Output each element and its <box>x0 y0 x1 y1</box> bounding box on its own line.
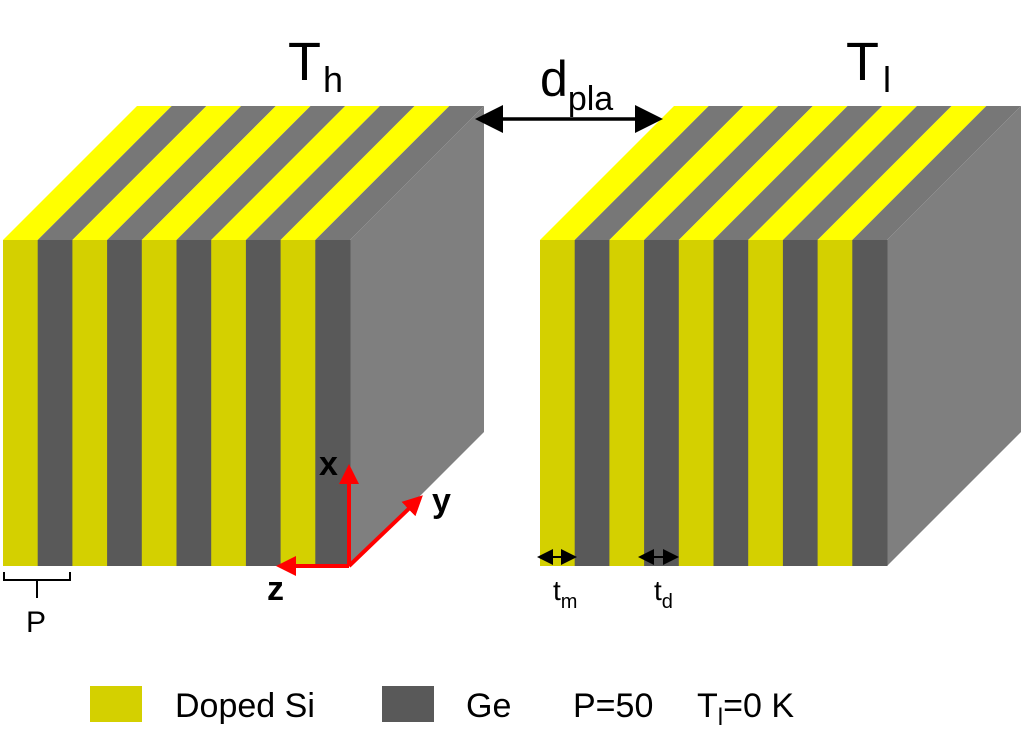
left-block-side-face <box>350 106 484 566</box>
z-axis-label: z <box>267 570 284 608</box>
right-block-side-face <box>887 106 1021 566</box>
right-block-front-face <box>540 240 888 566</box>
y-axis-label: y <box>432 482 451 520</box>
left-front-stripe-doped-si <box>3 240 39 566</box>
left-top-stripe-doped-si <box>211 106 380 240</box>
right-front-stripe-ge <box>574 240 610 566</box>
left-front-stripe-ge <box>245 240 282 566</box>
right-block-top-face <box>540 106 1021 240</box>
right-top-stripe-doped-si <box>609 106 779 240</box>
legend-ge-label: Ge <box>466 687 511 725</box>
left-front-stripe-ge <box>315 240 351 566</box>
right-top-stripe-ge <box>644 106 813 240</box>
left-front-stripe-doped-si <box>72 240 108 566</box>
left-front-stripe-doped-si <box>141 240 177 566</box>
right-front-stripe-ge <box>713 240 749 566</box>
y-axis-arrow <box>347 495 423 568</box>
left-front-stripe-ge <box>107 240 143 566</box>
dielectric-thickness-label: td <box>654 575 673 613</box>
left-top-stripe-doped-si <box>141 106 311 240</box>
left-top-stripe-doped-si <box>72 106 242 240</box>
right-top-stripe-doped-si <box>748 106 917 240</box>
left-top-stripe-ge <box>315 106 484 240</box>
legend-period-value: P=50 <box>573 687 653 725</box>
hot-temperature-label: Th <box>288 32 343 100</box>
right-block <box>540 106 1021 566</box>
x-axis-label: x <box>319 445 338 483</box>
right-top-stripe-ge <box>852 106 1021 240</box>
left-top-stripe-ge <box>37 106 207 240</box>
legend-temperature: Tl=0 K <box>697 687 794 731</box>
right-top-stripe-doped-si <box>817 106 987 240</box>
right-top-stripe-ge <box>782 106 952 240</box>
left-top-stripe-doped-si <box>3 106 172 240</box>
right-front-stripe-ge <box>644 240 680 566</box>
right-front-stripe-doped-si <box>748 240 784 566</box>
legend: Doped Si Ge P=50 Tl=0 K <box>90 686 794 731</box>
legend-ge-swatch <box>382 686 434 722</box>
legend-doped-si-swatch <box>90 686 142 722</box>
right-front-stripe-doped-si <box>609 240 645 566</box>
right-front-stripe-doped-si <box>817 240 853 566</box>
left-front-stripe-doped-si <box>280 240 316 566</box>
right-top-stripe-ge <box>713 106 883 240</box>
period-label: P <box>26 606 46 639</box>
left-top-stripe-doped-si <box>280 106 450 240</box>
right-front-stripe-doped-si <box>678 240 714 566</box>
left-top-stripe-ge <box>176 106 346 240</box>
right-front-stripe-ge <box>782 240 819 566</box>
left-block-top-face <box>3 106 484 240</box>
left-top-stripe-ge <box>107 106 276 240</box>
left-front-stripe-doped-si <box>211 240 247 566</box>
left-top-stripe-ge <box>245 106 415 240</box>
left-block-front-face <box>3 240 351 566</box>
right-top-stripe-doped-si <box>540 106 709 240</box>
left-front-stripe-ge <box>37 240 73 566</box>
right-front-stripe-doped-si <box>540 240 576 566</box>
right-top-stripe-doped-si <box>678 106 848 240</box>
right-front-stripe-ge <box>852 240 888 566</box>
gap-distance-label: dpla <box>540 51 613 118</box>
metal-thickness-label: tm <box>553 575 577 613</box>
left-block <box>3 106 484 566</box>
period-bracket: P <box>3 572 71 639</box>
right-top-stripe-ge <box>574 106 744 240</box>
left-front-stripe-ge <box>176 240 212 566</box>
legend-doped-si-label: Doped Si <box>175 687 315 725</box>
coordinate-axes: x y z <box>267 445 451 608</box>
